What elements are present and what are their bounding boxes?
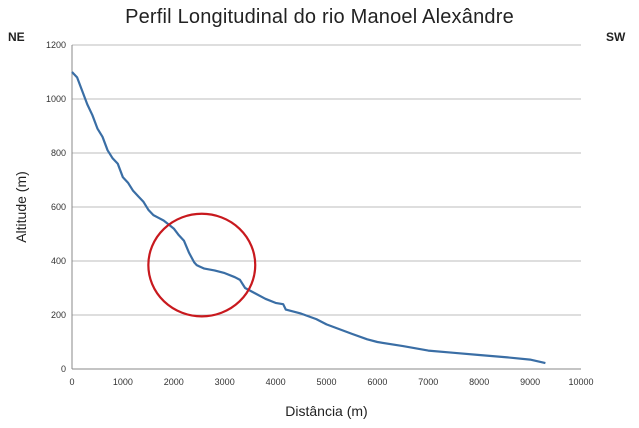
x-tick-0: 0 <box>69 377 74 387</box>
x-tick-9000: 9000 <box>520 377 540 387</box>
x-axis-title: Distância (m) <box>285 403 367 419</box>
ne-label: NE <box>8 30 25 44</box>
x-tick-1000: 1000 <box>113 377 133 387</box>
x-tick-labels: 0 1000 2000 3000 4000 5000 6000 7000 8000 9000 100… <box>69 377 593 387</box>
y-tick-200: 200 <box>51 310 66 320</box>
x-tick-5000: 5000 <box>316 377 336 387</box>
y-axis-title: Altitude (m) <box>13 171 29 243</box>
x-tick-8000: 8000 <box>469 377 489 387</box>
sw-label: SW <box>606 30 626 44</box>
y-tick-labels: 0 200 400 600 800 1000 1200 <box>46 40 66 374</box>
gridlines <box>72 44 581 316</box>
axes <box>71 45 581 370</box>
y-tick-1200: 1200 <box>46 40 66 50</box>
y-tick-400: 400 <box>51 256 66 266</box>
chart-title: Perfil Longitudinal do rio Manoel Alexân… <box>125 6 514 28</box>
y-tick-800: 800 <box>51 148 66 158</box>
x-tick-2000: 2000 <box>164 377 184 387</box>
y-tick-600: 600 <box>51 202 66 212</box>
highlight-circle <box>147 212 257 318</box>
y-tick-1000: 1000 <box>46 94 66 104</box>
x-tick-7000: 7000 <box>418 377 438 387</box>
profile-line <box>71 71 546 365</box>
x-tick-3000: 3000 <box>215 377 235 387</box>
x-tick-10000: 10000 <box>568 377 593 387</box>
y-tick-0: 0 <box>61 364 66 374</box>
x-tick-6000: 6000 <box>367 377 387 387</box>
x-tick-4000: 4000 <box>266 377 286 387</box>
